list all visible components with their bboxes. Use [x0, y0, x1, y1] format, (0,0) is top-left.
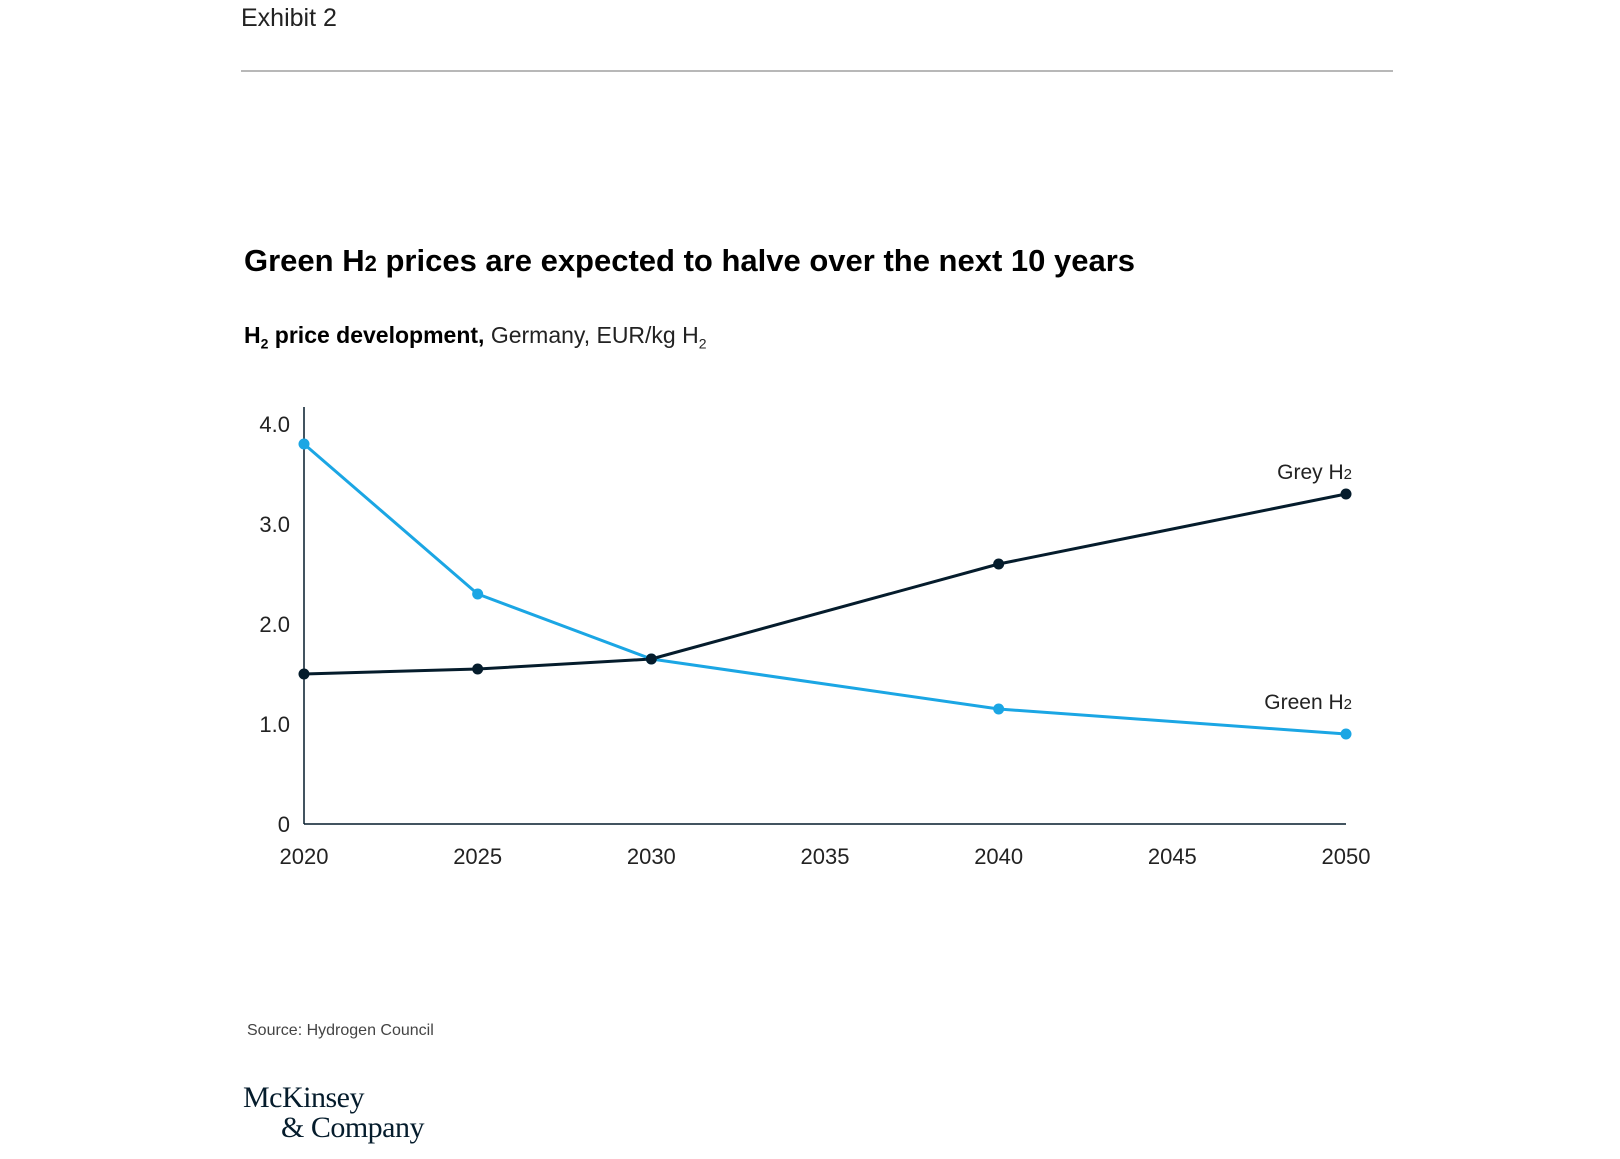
- data-point-green: [1340, 728, 1352, 740]
- data-point-grey: [472, 663, 484, 675]
- x-tick-label: 2040: [974, 844, 1023, 869]
- x-tick-label: 2045: [1148, 844, 1197, 869]
- x-tick-label: 2035: [801, 844, 850, 869]
- chart-subtitle: H2 price development, Germany, EUR/kg H2: [244, 322, 707, 352]
- y-tick-label: 2.0: [259, 612, 290, 637]
- data-point-grey: [1340, 488, 1352, 500]
- exhibit-label: Exhibit 2: [241, 4, 337, 32]
- x-tick-label: 2050: [1322, 844, 1371, 869]
- subtitle-bold-a: H: [244, 322, 261, 348]
- subtitle-bold-subscript: 2: [260, 335, 269, 352]
- company-logo: McKinsey & Company: [243, 1081, 425, 1144]
- subtitle-normal-subscript: 2: [698, 335, 707, 352]
- chart-title-main: Green H: [244, 243, 365, 278]
- x-tick-label: 2020: [280, 844, 329, 869]
- x-tick-label: 2030: [627, 844, 676, 869]
- subtitle-bold-b: price development,: [268, 322, 485, 348]
- series-label-grey: Grey H2: [1277, 461, 1352, 484]
- chart-title-subscript: 2: [364, 251, 377, 276]
- subtitle-normal: Germany, EUR/kg H: [484, 322, 699, 348]
- data-point-green: [298, 438, 310, 450]
- x-tick-label: 2025: [453, 844, 502, 869]
- data-point-green: [993, 703, 1005, 715]
- series-line-grey: [303, 492, 1347, 676]
- line-chart: 0 1.0 2.0 3.0 4.0 2020 2025 2030 2035 2040 2045 205…: [259, 407, 1371, 869]
- source-note: Source: Hydrogen Council: [247, 1022, 434, 1039]
- series-label-green: Green H2: [1264, 691, 1352, 714]
- chart-title: Green H2 prices are expected to halve ov…: [244, 243, 1135, 279]
- data-point-grey: [993, 558, 1005, 570]
- data-point-grey: [645, 653, 657, 665]
- y-tick-label: 1.0: [259, 712, 290, 737]
- logo-line-2: & Company: [281, 1111, 425, 1144]
- y-tick-label: 4.0: [259, 412, 290, 437]
- header-divider: [241, 70, 1393, 72]
- data-point-grey: [298, 668, 310, 680]
- y-tick-label: 3.0: [259, 512, 290, 537]
- y-tick-label: 0: [278, 812, 290, 837]
- data-point-green: [472, 588, 484, 600]
- logo-line-1: McKinsey: [243, 1081, 364, 1114]
- series-line-green: [303, 442, 1347, 736]
- chart-title-rest: prices are expected to halve over the ne…: [376, 243, 1136, 278]
